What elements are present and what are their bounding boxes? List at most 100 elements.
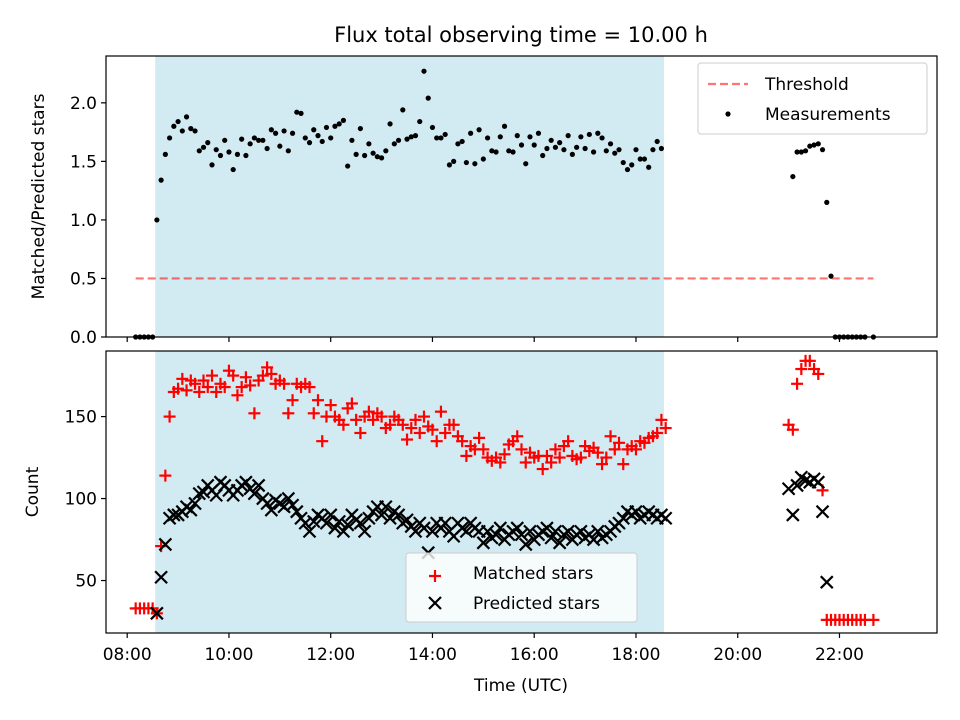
measurement-point [798,149,804,155]
predicted-stars-point [328,521,342,535]
measurement-point [455,141,461,147]
matched-stars-point [426,423,439,436]
predicted-stars-point [489,527,503,542]
matched-stars-point [324,399,337,412]
measurement-point [412,133,419,139]
measurement-point [166,135,173,141]
measurement-point [349,137,355,143]
predicted-stars-point [523,524,537,539]
matched-stars-point [447,418,460,431]
matched-stars-point [350,413,363,426]
matched-stars-point [786,423,799,436]
matched-stars-point [413,426,426,439]
matched-stars-point [600,451,613,464]
predicted-stars-point [332,514,346,529]
count-xtick-label: 12:00 [306,645,355,665]
measurement-point [366,141,372,147]
ratio-ytick-label: 1.5 [70,152,97,172]
measurement-point [828,273,834,279]
measurement-point [523,161,529,167]
matched-stars-point [613,436,626,449]
count-xtick-label: 18:00 [611,645,660,665]
matched-stars-point [562,435,575,448]
matched-stars-series [129,354,880,626]
predicted-stars-point [158,537,173,552]
predicted-stars-point [552,536,567,550]
predicted-stars-point [264,503,279,517]
measurement-point [222,137,228,143]
predicted-stars-point [285,498,300,512]
ratio-panel-y-label: Matched/Predicted stars [29,93,49,299]
measurement-point [637,156,643,162]
matched-stars-point [362,405,375,418]
matched-stars-point [316,435,329,448]
matched-stars-point [218,381,231,394]
predicted-stars-point [184,503,198,517]
matched-stars-point [460,449,473,462]
measurement-point [171,123,177,129]
measurement-point [807,143,813,149]
matched-stars-point [867,613,880,626]
measurement-point [497,134,503,140]
predicted-stars-point [306,514,321,529]
measurement-point [616,147,622,153]
predicted-stars-point [510,521,525,535]
measurement-point [641,156,648,162]
matched-stars-point [417,410,430,423]
measurement-point [196,148,202,154]
measurement-point [302,135,308,141]
measurement-point [425,95,431,101]
predicted-stars-point [247,486,262,501]
matched-stars-point [354,426,367,439]
predicted-stars-point [323,508,338,522]
measurement-point [332,123,338,129]
measurement-point [213,147,219,153]
ratio-panel-legend: Threshold Measurements [697,62,928,135]
matched-stars-point [434,405,447,418]
measurement-point [362,152,368,159]
measurement-point [463,159,469,166]
matched-stars-point [303,381,316,394]
matched-stars-point [197,374,210,387]
predicted-stars-point [574,524,588,539]
measurement-point [535,130,542,136]
measurement-point [544,145,550,152]
matched-stars-point [401,433,414,446]
count-ytick-label: 150 [65,408,97,428]
matched-stars-point [515,443,528,456]
predicted-stars-point [476,536,491,550]
predicted-stars-point [629,504,643,519]
measurement-point [514,133,520,139]
measurement-point [446,162,453,168]
ratio-ytick-label: 1.0 [70,211,97,231]
matched-stars-point [256,369,269,382]
matched-stars-point [396,418,409,431]
measurement-point [468,130,474,136]
count-xtick-label: 14:00 [408,645,457,665]
measurement-point [294,109,300,115]
count-xtick-label: 22:00 [815,645,864,665]
ratio-panel-x-ticks [126,337,841,342]
measurement-point [794,149,800,155]
measurement-point [272,130,279,136]
matched-stars-point [176,372,189,385]
measurement-point [484,135,491,141]
matched-stars-point [553,451,566,464]
predicted-stars-point [362,511,376,526]
legend-measurements-label: Measurements [765,105,891,125]
matched-stars-point [163,410,176,423]
measurement-point [654,138,660,145]
predicted-stars-point [154,570,168,585]
predicted-stars-point [591,524,605,539]
matched-stars-point [803,354,816,367]
measurement-point [658,145,665,152]
predicted-stars-point [281,491,296,506]
matched-stars-point [456,435,469,448]
ratio-panel-y-ticks: 0.0 0.5 1.0 1.5 2.0 [70,94,106,348]
measurement-point [620,159,626,166]
legend-matched-swatch [429,570,441,582]
predicted-stars-point [561,524,575,539]
matched-stars-point [498,448,511,461]
measurement-point [323,124,330,131]
measurement-point [234,151,241,157]
